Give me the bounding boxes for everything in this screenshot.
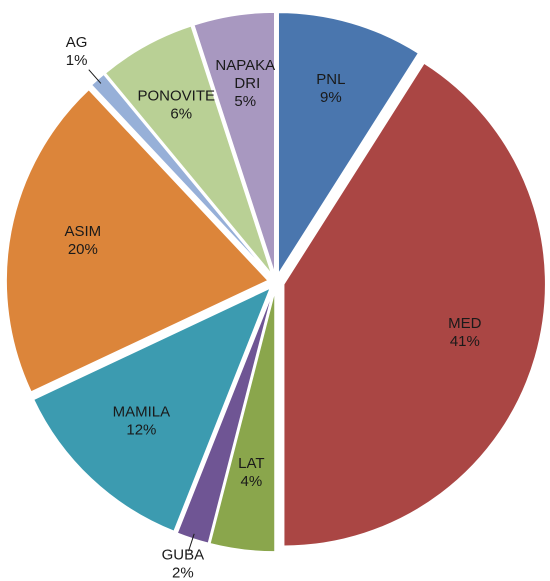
pie-slice [277,11,420,277]
slice-label: LAT [238,455,264,472]
leader-line [188,533,195,552]
slice-value-label: 9% [320,89,342,106]
slice-label: PONOVITEV [138,88,226,105]
slice-label: NAPAKA DRI [215,57,275,92]
slice-label: ASIM [64,223,101,240]
slice-label: MED [448,315,482,332]
slice-value-label: 41% [450,333,480,350]
slice-value-label: 20% [68,241,98,258]
slice-label: MAMILA [113,403,171,420]
slice-label: AG [66,34,88,51]
pie-slice [32,286,272,533]
leader-line [88,69,102,84]
slice-value-label: 4% [241,473,263,490]
slice-value-label: 6% [170,106,192,123]
slice-value-label: 2% [172,565,194,581]
pie-slice [104,24,273,276]
pie-slice [192,11,276,275]
slice-value-label: 1% [66,52,88,69]
slice-label: GUBA [162,547,205,564]
pie-slice [5,88,270,394]
pie-slice [208,289,276,553]
slice-value-label: 5% [234,93,256,110]
slice-value-label: 12% [126,421,156,438]
slice-label: PNL [316,71,345,88]
pie-slice [282,61,547,547]
